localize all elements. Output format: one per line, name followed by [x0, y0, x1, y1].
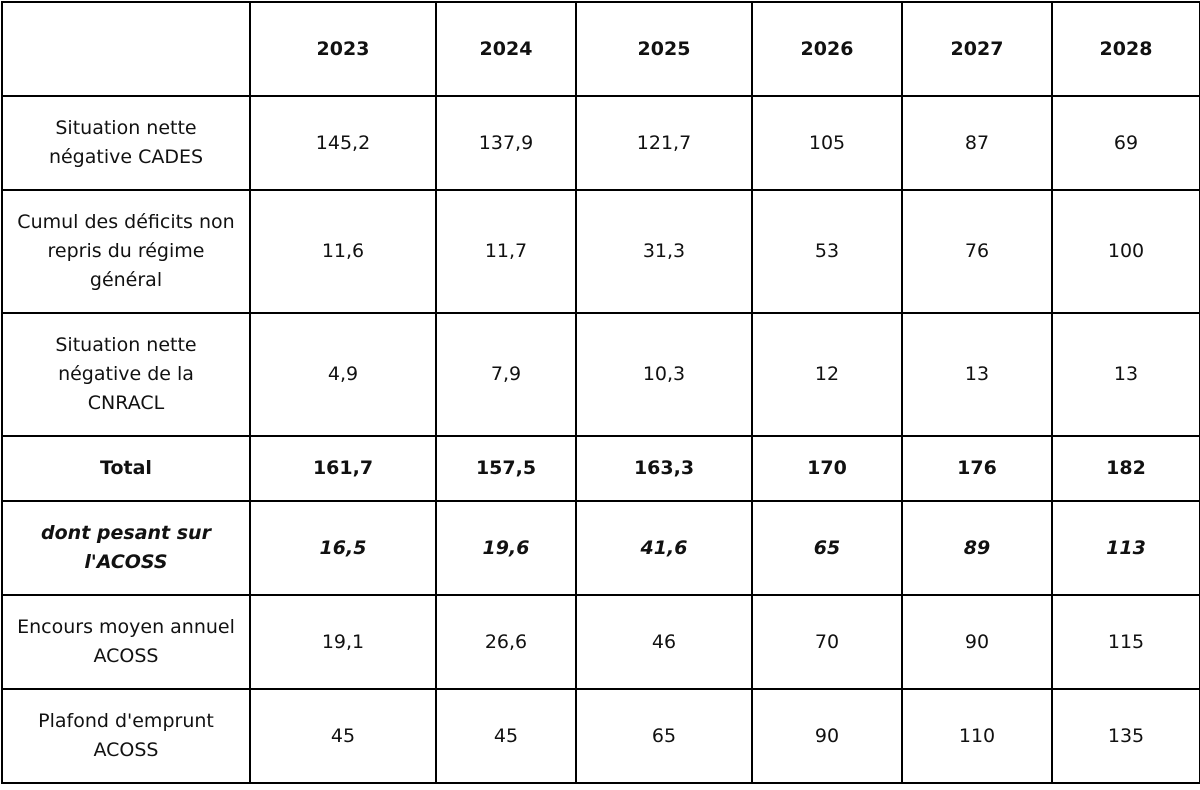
- table-cell: 110: [901, 688, 1053, 784]
- row-label: Situation nette négative CADES: [1, 95, 251, 191]
- table-row-encours: Encours moyen annuel ACOSS 19,1 26,6 46 …: [1, 594, 1200, 690]
- header-year-2025: 2025: [575, 1, 753, 97]
- header-year-2027: 2027: [901, 1, 1053, 97]
- table-cell: 121,7: [575, 95, 753, 191]
- header-year-2028: 2028: [1051, 1, 1200, 97]
- table-cell: 11,7: [435, 189, 577, 314]
- table-cell: 7,9: [435, 312, 577, 437]
- table-cell: 11,6: [249, 189, 437, 314]
- table-cell: 45: [435, 688, 577, 784]
- table-cell: 19,6: [435, 500, 577, 596]
- table-cell: 163,3: [575, 435, 753, 502]
- table-cell: 170: [751, 435, 903, 502]
- table-cell: 69: [1051, 95, 1200, 191]
- header-year-2023: 2023: [249, 1, 437, 97]
- table-row-acoss: dont pesant sur l'ACOSS 16,5 19,6 41,6 6…: [1, 500, 1200, 596]
- table-cell: 13: [1051, 312, 1200, 437]
- table-cell: 76: [901, 189, 1053, 314]
- table-row-cnracl: Situation nette négative de la CNRACL 4,…: [1, 312, 1200, 437]
- table-row-cades: Situation nette négative CADES 145,2 137…: [1, 95, 1200, 191]
- header-row: 2023 2024 2025 2026 2027 2028: [1, 1, 1200, 97]
- table-cell: 13: [901, 312, 1053, 437]
- table-cell: 105: [751, 95, 903, 191]
- table-cell: 87: [901, 95, 1053, 191]
- table-row-total: Total 161,7 157,5 163,3 170 176 182: [1, 435, 1200, 502]
- row-label: dont pesant sur l'ACOSS: [1, 500, 251, 596]
- table-cell: 4,9: [249, 312, 437, 437]
- row-label: Situation nette négative de la CNRACL: [1, 312, 251, 437]
- row-label: Total: [1, 435, 251, 502]
- header-label-cell: [1, 1, 251, 97]
- table-row-cumul-deficits: Cumul des déficits non repris du régime …: [1, 189, 1200, 314]
- table-cell: 115: [1051, 594, 1200, 690]
- table-cell: 10,3: [575, 312, 753, 437]
- table-cell: 16,5: [249, 500, 437, 596]
- table-row-plafond: Plafond d'emprunt ACOSS 45 45 65 90 110 …: [1, 688, 1200, 784]
- header-year-2026: 2026: [751, 1, 903, 97]
- table-cell: 65: [575, 688, 753, 784]
- table-cell: 137,9: [435, 95, 577, 191]
- table-cell: 12: [751, 312, 903, 437]
- table-cell: 70: [751, 594, 903, 690]
- table-cell: 65: [751, 500, 903, 596]
- table-cell: 145,2: [249, 95, 437, 191]
- table-cell: 45: [249, 688, 437, 784]
- table-cell: 53: [751, 189, 903, 314]
- row-label: Encours moyen annuel ACOSS: [1, 594, 251, 690]
- header-year-2024: 2024: [435, 1, 577, 97]
- table-cell: 113: [1051, 500, 1200, 596]
- row-label: Cumul des déficits non repris du régime …: [1, 189, 251, 314]
- table-cell: 90: [901, 594, 1053, 690]
- table-cell: 176: [901, 435, 1053, 502]
- table-cell: 26,6: [435, 594, 577, 690]
- table-cell: 46: [575, 594, 753, 690]
- table-cell: 100: [1051, 189, 1200, 314]
- table-cell: 161,7: [249, 435, 437, 502]
- table-cell: 135: [1051, 688, 1200, 784]
- table-cell: 31,3: [575, 189, 753, 314]
- table-cell: 90: [751, 688, 903, 784]
- table-cell: 41,6: [575, 500, 753, 596]
- row-label: Plafond d'emprunt ACOSS: [1, 688, 251, 784]
- table-cell: 89: [901, 500, 1053, 596]
- table-cell: 182: [1051, 435, 1200, 502]
- table-cell: 157,5: [435, 435, 577, 502]
- table-cell: 19,1: [249, 594, 437, 690]
